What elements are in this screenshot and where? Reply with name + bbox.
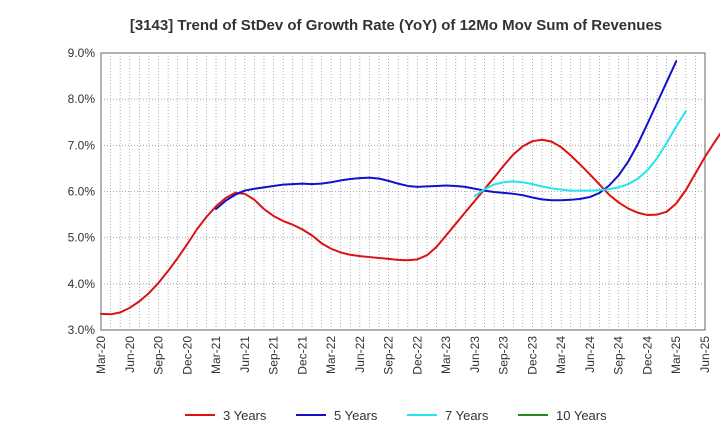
y-axis-ticks: 3.0% 4.0% 5.0% 6.0% 7.0% 8.0% 9.0%: [68, 46, 96, 337]
y-tick-label: 5.0%: [68, 231, 96, 245]
y-tick-label: 9.0%: [68, 46, 96, 60]
x-tick-label: Sep-24: [612, 336, 626, 375]
legend-label: 10 Years: [556, 408, 607, 423]
x-tick-label: Jun-22: [353, 336, 367, 373]
x-tick-label: Sep-21: [267, 336, 281, 375]
series-lines: [100, 60, 720, 316]
y-tick-label: 7.0%: [68, 138, 96, 152]
x-tick-label: Dec-21: [295, 336, 309, 375]
x-tick-label: Sep-22: [382, 336, 396, 375]
x-axis-ticks: Mar-20 Jun-20 Sep-20 Dec-20 Mar-21 Jun-21 Sep-…: [94, 336, 712, 375]
x-tick-label: Dec-20: [180, 336, 194, 375]
x-tick-label: Jun-21: [238, 336, 252, 373]
y-tick-label: 4.0%: [68, 277, 96, 291]
x-tick-label: Mar-24: [554, 336, 568, 374]
x-tick-label: Jun-20: [123, 336, 137, 373]
x-tick-label: Jun-23: [468, 336, 482, 373]
series-line-3-years: [100, 132, 720, 316]
x-tick-label: Sep-20: [152, 336, 166, 375]
plot-background: [100, 52, 706, 331]
series-line-7-years: [473, 110, 687, 198]
legend-label: 7 Years: [445, 408, 489, 423]
x-tick-label: Mar-21: [209, 336, 223, 374]
legend-label: 5 Years: [334, 408, 378, 423]
y-tick-label: 8.0%: [68, 92, 96, 106]
x-tick-label: Jun-24: [583, 336, 597, 373]
x-tick-label: Sep-23: [497, 336, 511, 375]
y-tick-label: 6.0%: [68, 185, 96, 199]
y-tick-label: 3.0%: [68, 323, 96, 337]
series-line-5-years: [215, 60, 678, 211]
x-tick-label: Mar-23: [439, 336, 453, 374]
x-tick-label: Mar-25: [669, 336, 683, 374]
x-tick-label: Jun-25: [698, 336, 712, 373]
legend: 3 Years 5 Years 7 Years 10 Years: [185, 408, 607, 423]
chart-title: [3143] Trend of StDev of Growth Rate (Yo…: [130, 17, 662, 34]
x-tick-label: Dec-23: [525, 336, 539, 375]
plot-area: [100, 52, 706, 331]
x-tick-label: Dec-24: [640, 336, 654, 375]
legend-label: 3 Years: [223, 408, 267, 423]
x-tick-label: Mar-22: [324, 336, 338, 374]
x-tick-label: Dec-22: [410, 336, 424, 375]
x-tick-label: Mar-20: [94, 336, 108, 374]
